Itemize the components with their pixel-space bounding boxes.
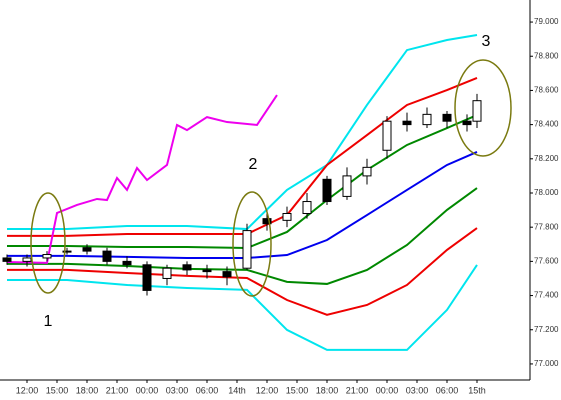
candle-body xyxy=(422,113,432,126)
x-tick-label: 12:00 xyxy=(256,385,279,395)
x-tick-label: 06:00 xyxy=(196,385,219,395)
candle-body xyxy=(402,120,412,126)
x-tick-label: 15:00 xyxy=(286,385,309,395)
candle-body xyxy=(442,113,452,122)
annotation: 1 xyxy=(44,313,53,330)
x-tick-label: 12:00 xyxy=(16,385,39,395)
candle-body xyxy=(262,218,272,225)
candle-body xyxy=(2,257,12,262)
x-tick-label: 21:00 xyxy=(346,385,369,395)
candle-body xyxy=(222,271,232,278)
x-tick-label: 03:00 xyxy=(166,385,189,395)
candle-body xyxy=(122,260,132,266)
x-tick-label: 15:00 xyxy=(46,385,69,395)
candle-body xyxy=(322,178,332,203)
candle-body xyxy=(462,120,472,126)
candle-body xyxy=(202,269,212,273)
indicator-line xyxy=(7,34,478,231)
candle-body xyxy=(182,264,192,271)
x-tick-label: 21:00 xyxy=(106,385,129,395)
x-tick-label: 18:00 xyxy=(316,385,339,395)
indicator-line xyxy=(7,114,478,250)
candle-body xyxy=(162,267,172,279)
y-tick-label: 77.200 xyxy=(534,325,559,334)
x-tick-label: 00:00 xyxy=(376,385,399,395)
candle-body xyxy=(22,257,32,262)
candle-body xyxy=(382,120,392,151)
annotation: 3 xyxy=(482,33,491,50)
candle-body xyxy=(472,100,482,122)
candle-body xyxy=(342,175,352,197)
highlight-ellipse xyxy=(454,59,512,157)
y-tick-label: 78.000 xyxy=(534,188,559,197)
y-tick-label: 78.200 xyxy=(534,154,559,163)
highlight-ellipse xyxy=(30,192,66,294)
indicator-line xyxy=(7,187,478,285)
candle-body xyxy=(362,166,372,177)
candles xyxy=(2,93,482,296)
candle-body xyxy=(302,201,312,215)
indicator-line xyxy=(6,94,278,264)
y-tick-label: 78.800 xyxy=(534,51,559,60)
y-tick-label: 79.000 xyxy=(534,17,559,26)
candle-body xyxy=(282,213,292,221)
highlight-ellipse xyxy=(232,191,272,297)
x-tick-label: 06:00 xyxy=(436,385,459,395)
indicator-line xyxy=(7,227,478,316)
candle-body xyxy=(82,247,92,252)
candle-body xyxy=(102,250,112,262)
indicator-line xyxy=(7,264,478,351)
axis-labels: 77.000 77.200 77.400 77.600 77.800 78.000 78.2… xyxy=(16,17,559,395)
x-tick-label: 14th xyxy=(228,385,246,395)
candle-body xyxy=(42,254,52,259)
candle-body xyxy=(242,230,252,269)
y-tick-label: 78.400 xyxy=(534,120,559,129)
x-tick-label: 03:00 xyxy=(406,385,429,395)
x-tick-label: 18:00 xyxy=(76,385,99,395)
y-tick-label: 77.000 xyxy=(534,359,559,368)
candle-body xyxy=(142,264,152,291)
y-tick-label: 77.600 xyxy=(534,256,559,265)
annotation: 2 xyxy=(249,156,258,173)
y-tick-label: 77.800 xyxy=(534,222,559,231)
x-tick-label: 00:00 xyxy=(136,385,159,395)
y-tick-label: 77.400 xyxy=(534,291,559,300)
y-tick-label: 78.600 xyxy=(534,86,559,95)
x-tick-label: 15th xyxy=(468,385,486,395)
candle-body xyxy=(62,250,72,253)
